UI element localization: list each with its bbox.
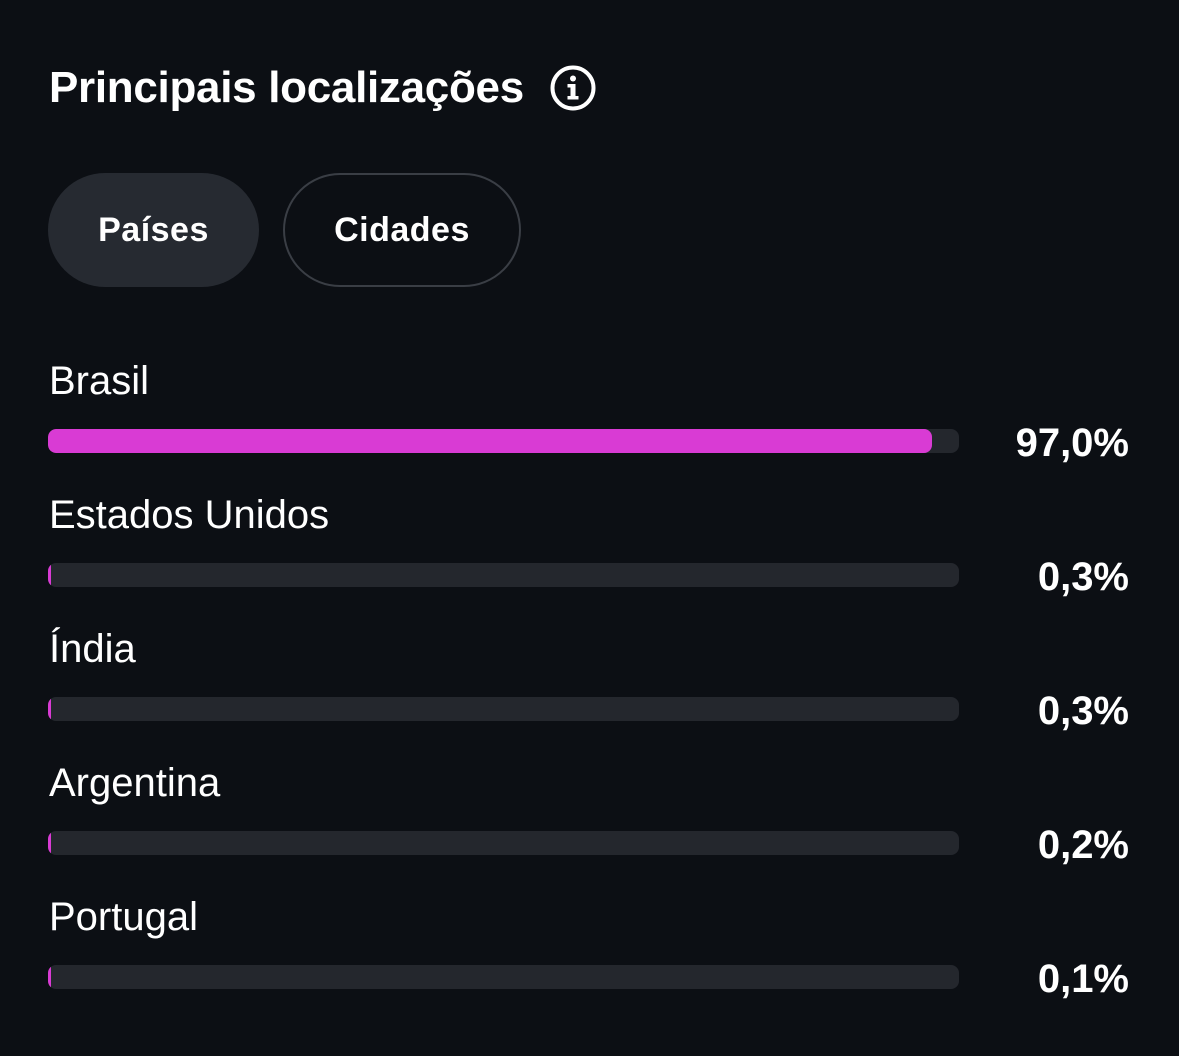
tab-paises[interactable]: Países (48, 173, 259, 287)
location-percentage: 0,2% (1037, 823, 1129, 867)
location-name: Argentina (49, 761, 221, 805)
location-bar-track (48, 429, 959, 453)
location-bar-track (48, 831, 959, 855)
location-type-tabs: Países Cidades (48, 173, 521, 287)
location-row-argentina: Argentina 0,2% (0, 759, 1179, 893)
location-name: Brasil (49, 359, 150, 403)
location-bar-track (48, 697, 959, 721)
location-bar-fill (48, 563, 51, 587)
location-row-portugal: Portugal 0,1% (0, 893, 1179, 1027)
location-percentage: 0,3% (1037, 555, 1129, 599)
location-name: Índia (49, 627, 136, 671)
location-row-brasil: Brasil 97,0% (0, 357, 1179, 491)
location-row-estados-unidos: Estados Unidos 0,3% (0, 491, 1179, 625)
location-bar-fill (48, 429, 932, 453)
location-percentage: 0,3% (1037, 689, 1129, 733)
section-header: Principais localizações (49, 58, 596, 118)
info-icon[interactable] (550, 65, 596, 111)
section-title: Principais localizações (49, 63, 524, 112)
location-bar-fill (48, 965, 51, 989)
location-bar-fill (48, 697, 51, 721)
location-bar-track (48, 563, 959, 587)
location-percentage: 97,0% (1015, 421, 1129, 465)
location-percentage: 0,1% (1037, 957, 1129, 1001)
location-bar-fill (48, 831, 51, 855)
location-name: Portugal (49, 895, 198, 939)
tab-cidades[interactable]: Cidades (283, 173, 521, 287)
location-name: Estados Unidos (49, 493, 330, 537)
location-bar-track (48, 965, 959, 989)
location-row-india: Índia 0,3% (0, 625, 1179, 759)
